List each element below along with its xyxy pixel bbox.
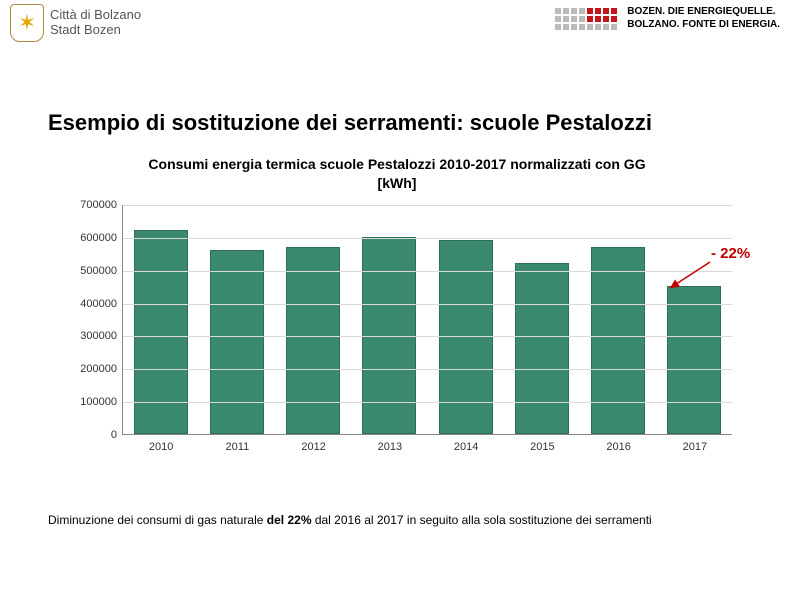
dot [587, 16, 593, 22]
dot [571, 24, 577, 30]
caption-after: dal 2016 al 2017 in seguito alla sola so… [312, 513, 652, 527]
y-tick-label: 700000 [61, 199, 117, 211]
y-tick-label: 100000 [61, 396, 117, 408]
y-tick-label: 500000 [61, 265, 117, 277]
chart-title-line1: Consumi energia termica scuole Pestalozz… [148, 156, 645, 172]
city-name: Città di Bolzano Stadt Bozen [50, 8, 141, 38]
brand-line1: BOZEN. DIE ENERGIEQUELLE. [627, 6, 780, 19]
dot [603, 24, 609, 30]
bar [591, 247, 645, 434]
brand-line2: BOLZANO. FONTE DI ENERGIA. [627, 19, 780, 32]
dot [587, 8, 593, 14]
bar [667, 286, 721, 434]
reduction-annotation: - 22% [711, 245, 750, 262]
brand-text: BOZEN. DIE ENERGIEQUELLE. BOLZANO. FONTE… [627, 6, 780, 31]
dot [563, 8, 569, 14]
star-icon: ✶ [18, 12, 36, 34]
gridline [123, 402, 732, 403]
bar [134, 230, 188, 434]
gridline [123, 369, 732, 370]
gridline [123, 205, 732, 206]
x-tick-label: 2017 [657, 441, 733, 453]
dot [603, 8, 609, 14]
dot [579, 24, 585, 30]
dot [587, 24, 593, 30]
chart: 0100000200000300000400000500000600000700… [60, 205, 740, 465]
caption-before: Diminuzione dei consumi di gas naturale [48, 513, 267, 527]
dot [611, 16, 617, 22]
dot [563, 16, 569, 22]
gridline [123, 304, 732, 305]
chart-title-line2: [kWh] [378, 175, 417, 191]
y-tick-label: 200000 [61, 363, 117, 375]
dot [555, 16, 561, 22]
dot [555, 24, 561, 30]
header-left-logo: ✶ Città di Bolzano Stadt Bozen [10, 4, 141, 42]
dot [563, 24, 569, 30]
caption: Diminuzione dei consumi di gas naturale … [48, 510, 746, 530]
chart-bars [123, 205, 732, 434]
dot [595, 24, 601, 30]
x-tick-label: 2016 [581, 441, 657, 453]
city-line2: Stadt Bozen [50, 23, 141, 38]
dot [579, 8, 585, 14]
chart-plot: 0100000200000300000400000500000600000700… [122, 205, 732, 435]
gridline [123, 238, 732, 239]
dot-grid-icon [555, 8, 617, 30]
dot [555, 8, 561, 14]
gridline [123, 336, 732, 337]
header-right-logo: BOZEN. DIE ENERGIEQUELLE. BOLZANO. FONTE… [555, 6, 780, 31]
caption-bold: del 22% [267, 513, 312, 527]
slide-title: Esempio di sostituzione dei serramenti: … [48, 110, 652, 136]
dot [611, 8, 617, 14]
x-tick-label: 2013 [352, 441, 428, 453]
y-tick-label: 300000 [61, 330, 117, 342]
header: ✶ Città di Bolzano Stadt Bozen BOZEN. DI… [10, 4, 784, 50]
y-tick-label: 400000 [61, 298, 117, 310]
x-tick-label: 2014 [428, 441, 504, 453]
x-tick-label: 2011 [199, 441, 275, 453]
y-tick-label: 600000 [61, 232, 117, 244]
dot [611, 24, 617, 30]
dot [595, 8, 601, 14]
x-tick-label: 2012 [276, 441, 352, 453]
dot [571, 16, 577, 22]
x-tick-label: 2010 [123, 441, 199, 453]
chart-title: Consumi energia termica scuole Pestalozz… [0, 155, 794, 193]
city-shield-icon: ✶ [10, 4, 44, 42]
bar [362, 237, 416, 434]
bar [515, 263, 569, 434]
gridline [123, 271, 732, 272]
dot [579, 16, 585, 22]
city-line1: Città di Bolzano [50, 8, 141, 23]
bar [286, 247, 340, 434]
bar [210, 250, 264, 434]
y-tick-label: 0 [61, 429, 117, 441]
dot [595, 16, 601, 22]
dot [603, 16, 609, 22]
x-tick-label: 2015 [504, 441, 580, 453]
dot [571, 8, 577, 14]
